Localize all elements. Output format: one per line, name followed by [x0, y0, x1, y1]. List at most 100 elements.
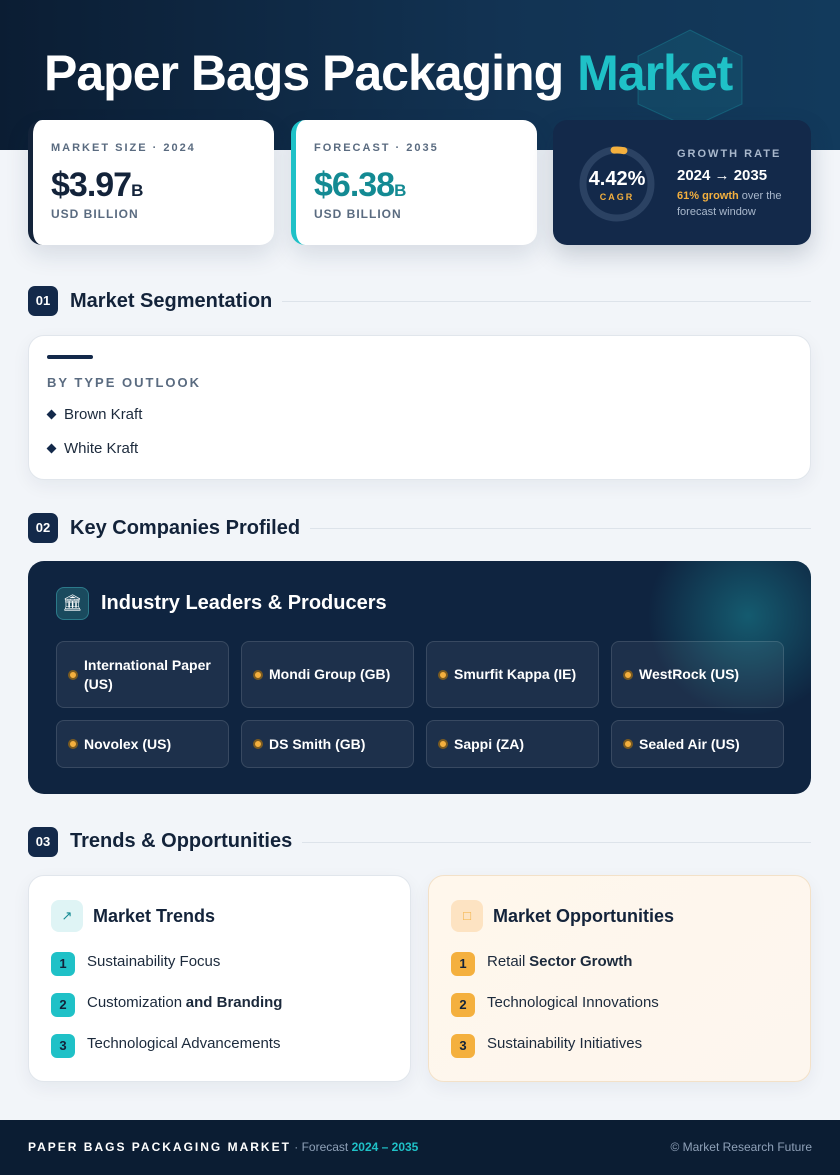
- card-title: Market Trends: [93, 906, 216, 926]
- hexagon-decor: [637, 29, 743, 128]
- item-number: 1: [51, 952, 75, 976]
- footer: PAPER BAGS PACKAGING MARKET · Forecast 2…: [0, 1120, 840, 1175]
- stat-label: MARKET SIZE · 2024: [51, 142, 196, 154]
- bullet: [623, 669, 633, 680]
- company-name: WestRock (US): [639, 666, 740, 682]
- item-number: 3: [51, 1034, 75, 1058]
- growth-period: 2024 → 2035: [677, 167, 768, 184]
- unit: B: [131, 181, 144, 200]
- stat-value: $3.97B: [51, 166, 274, 205]
- growth-card: 4.42% CAGR GROWTH RATE 2024 → 2035 61% g…: [553, 120, 811, 245]
- company-name: Smurfit Kappa (IE): [454, 666, 577, 682]
- section-title: Market Segmentation: [70, 290, 273, 312]
- company-chip: Sealed Air (US): [611, 720, 784, 768]
- diamond: [46, 409, 57, 420]
- footer-title: PAPER BAGS PACKAGING MARKET: [28, 1140, 291, 1154]
- item-text: Sustainability Initiatives: [487, 1035, 642, 1052]
- company-chip: International Paper (US): [56, 641, 229, 708]
- growth-highlight: 61% growth: [677, 190, 739, 202]
- company-chip: Mondi Group (GB): [241, 641, 414, 708]
- company-name: Sealed Air (US): [639, 735, 740, 752]
- company-name: International Paper (US): [84, 656, 211, 692]
- title-text: Paper Bags Packaging: [44, 45, 564, 101]
- divider: [310, 528, 811, 529]
- growth-note: 61% growth over the forecast window: [677, 188, 797, 220]
- card-icon: □: [451, 900, 483, 932]
- section-title: Key Companies Profiled: [70, 517, 301, 539]
- stat-caption: USD BILLION: [51, 207, 139, 221]
- bullet: [623, 739, 633, 749]
- segment-item: Brown Kraft: [64, 406, 143, 423]
- card-title: BY TYPE OUTLOOK: [47, 375, 201, 390]
- item-number: 2: [51, 993, 75, 1017]
- stat-card: FORECAST · 2035 $6.38B USD BILLION: [291, 120, 537, 245]
- footer-credit: © Market Research Future: [670, 1140, 812, 1154]
- text: Technological Innovations: [487, 994, 659, 1011]
- section-title: Trends & Opportunities: [70, 830, 293, 852]
- footer-forecast: · Forecast: [294, 1140, 349, 1154]
- item-text: Technological Innovations: [487, 994, 659, 1011]
- company-name: DS Smith (GB): [269, 735, 366, 752]
- page-title: Paper Bags Packaging Market: [44, 44, 733, 102]
- cagr-value: 4.42%: [588, 168, 646, 190]
- company-chip: WestRock (US): [611, 641, 784, 708]
- item-number: 2: [451, 993, 475, 1017]
- company-name: Sappi (ZA): [454, 735, 524, 752]
- section-number: 02: [28, 513, 58, 543]
- growth-note-text: over the forecast window: [677, 190, 782, 218]
- company-chip: DS Smith (GB): [241, 720, 414, 768]
- footer-period: 2024 – 2035: [351, 1140, 419, 1154]
- title-accent: Market: [577, 45, 733, 101]
- growth-label: GROWTH RATE: [677, 148, 782, 160]
- text: Sustainability Initiatives: [487, 1035, 643, 1052]
- text: Technological Advancements: [87, 1035, 281, 1052]
- cagr-ring: [579, 146, 655, 222]
- bullet: [68, 669, 78, 680]
- item-text: Sustainability Focus: [87, 953, 220, 970]
- item-number: 1: [451, 952, 475, 976]
- stat-value: $6.38B: [314, 166, 537, 205]
- stat-caption: USD BILLION: [314, 207, 402, 221]
- bullet: [438, 669, 448, 680]
- bank-icon: 🏛: [56, 587, 89, 620]
- section-number: 03: [28, 827, 58, 857]
- accent-bar: [47, 355, 93, 359]
- text: Sustainability Focus: [87, 953, 221, 970]
- emphasis: Sector Growth: [529, 953, 633, 970]
- value: $6.38: [314, 166, 395, 204]
- emphasis: and Branding: [185, 994, 283, 1011]
- card-icon: ↗: [51, 900, 83, 932]
- trends-card: ↗ Market Trends 1 Sustainability Focus 2 Cust…: [28, 875, 411, 1082]
- stat-label: FORECAST · 2035: [314, 142, 439, 154]
- company-chip: Smurfit Kappa (IE): [426, 641, 599, 708]
- bullet: [253, 669, 263, 680]
- company-chip: Sappi (ZA): [426, 720, 599, 768]
- cagr-label: CAGR: [599, 192, 635, 202]
- item-text: Customization and Branding: [87, 994, 282, 1011]
- card-title: Industry Leaders & Producers: [101, 592, 387, 614]
- segment-card: BY TYPE OUTLOOK Brown Kraft White Kraft: [28, 335, 811, 480]
- item-number: 3: [451, 1034, 475, 1058]
- unit: B: [394, 181, 407, 200]
- bullet: [68, 739, 78, 749]
- value: $3.97: [51, 166, 132, 204]
- opportunities-card: □ Market Opportunities 1 Retail Sector Growt…: [428, 875, 811, 1082]
- text: Customization: [87, 994, 183, 1011]
- text: Retail: [487, 953, 526, 970]
- bullet: [438, 739, 448, 749]
- segment-item: White Kraft: [64, 440, 139, 457]
- divider: [282, 301, 811, 302]
- card-title: Market Opportunities: [493, 906, 675, 926]
- item-text: Retail Sector Growth: [487, 953, 632, 970]
- footer-left: PAPER BAGS PACKAGING MARKET · Forecast 2…: [28, 1140, 418, 1154]
- stat-card: MARKET SIZE · 2024 $3.97B USD BILLION: [28, 120, 274, 245]
- companies-card: 🏛 Industry Leaders & Producers Internati…: [28, 561, 811, 794]
- divider: [302, 842, 811, 843]
- bullet: [253, 739, 263, 749]
- item-text: Technological Advancements: [87, 1035, 280, 1052]
- company-name: Mondi Group (GB): [269, 666, 391, 682]
- section-number: 01: [28, 286, 58, 316]
- diamond: [46, 443, 57, 454]
- company-name: Novolex (US): [84, 735, 172, 752]
